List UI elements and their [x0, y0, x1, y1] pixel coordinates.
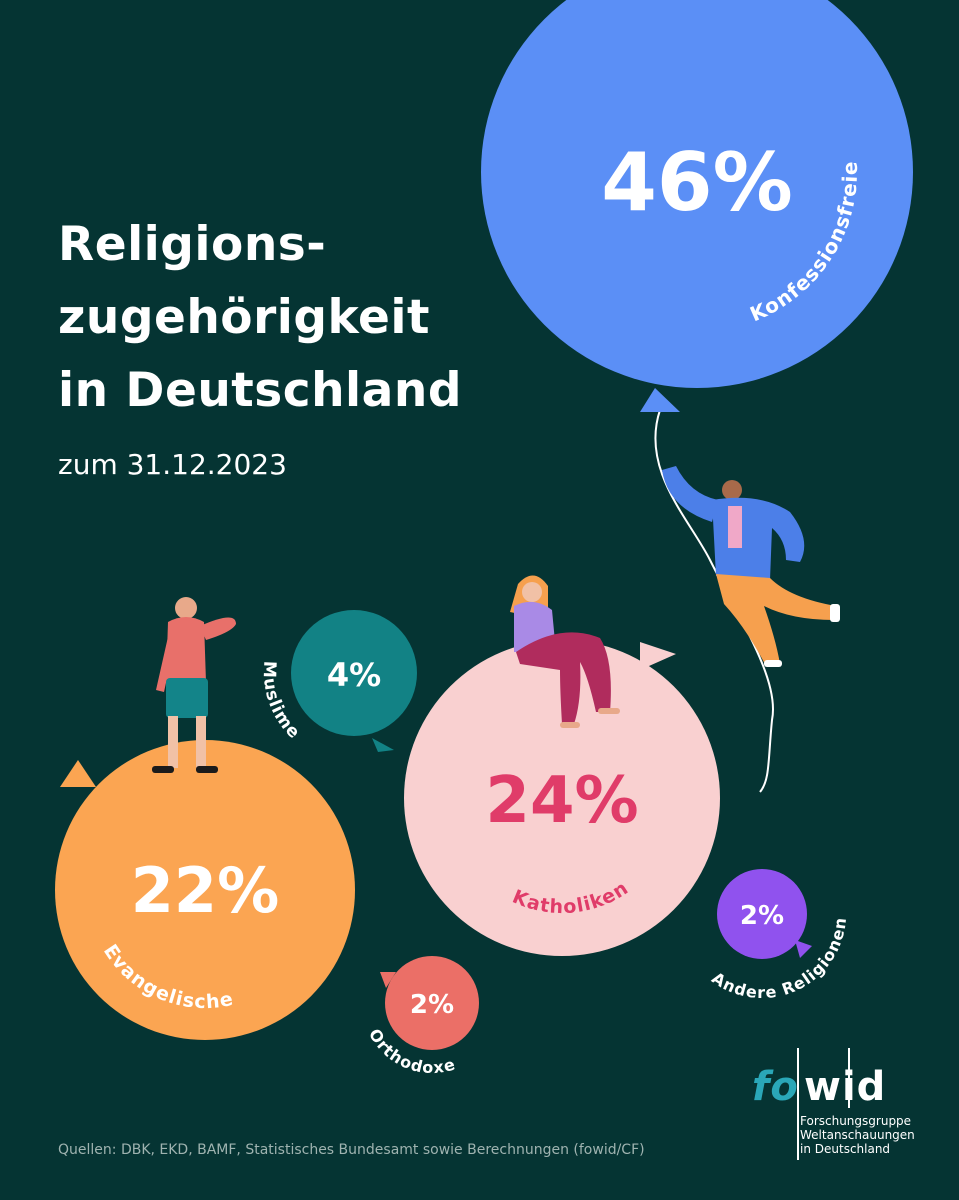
bubble-circle-evangelische [55, 740, 355, 1040]
bubble-circle-konfessionsfreie [481, 0, 913, 388]
bubble-circle-katholiken [404, 640, 720, 956]
logo-divider [848, 1048, 850, 1108]
logo-line-2: Weltanschauungen [800, 1128, 915, 1142]
bubble-orthodoxe: 2%Orthodoxe [365, 956, 479, 1077]
person-standing-icon [152, 597, 236, 773]
bubble-circle-orthodoxe [385, 956, 479, 1050]
page-title: Religions- zugehörigkeit in Deutschland [58, 208, 462, 427]
value-label-andere-religionen: 2% [740, 901, 784, 931]
bubble-tail-muslime [372, 738, 394, 752]
bubble-katholiken: 24%Katholiken [404, 640, 720, 956]
bubble-konfessionsfreie: 46%Konfessionsfreie [481, 0, 913, 412]
title-line-1: Religions- [58, 217, 327, 272]
logo-wid: wid [804, 1064, 887, 1110]
value-label-konfessionsfreie: 46% [601, 136, 792, 229]
bubble-evangelische: 22%Evangelische [55, 740, 355, 1040]
bubble-circle-muslime [291, 610, 417, 736]
bubble-circle-andere-religionen [717, 869, 807, 959]
logo-divider [797, 1048, 799, 1160]
bubble-muslime: 4%Muslime [259, 610, 417, 752]
person-sitting-icon [510, 575, 620, 728]
subtitle-date: zum 31.12.2023 [58, 448, 287, 481]
bubble-tail-katholiken [640, 642, 676, 670]
logo-fo: fo [752, 1064, 799, 1110]
value-label-katholiken: 24% [485, 764, 638, 838]
value-label-evangelische: 22% [131, 854, 279, 927]
logo-line-3: in Deutschland [800, 1142, 891, 1156]
logo-line-1: Forschungsgruppe [800, 1114, 912, 1128]
bubble-tail-konfessionsfreie [640, 388, 680, 412]
logo-subtitle: Forschungsgruppe Weltanschauungen in Deu… [800, 1114, 915, 1156]
value-label-orthodoxe: 2% [410, 990, 454, 1020]
value-label-muslime: 4% [327, 656, 381, 694]
bubble-tail-andere-religionen [795, 940, 812, 958]
fowid-logo: fo wid Forschungsgruppe Weltanschauungen… [752, 1046, 932, 1166]
person-flying-icon [662, 466, 840, 667]
bubble-tail-evangelische [60, 760, 96, 787]
bubble-tail-orthodoxe [380, 972, 396, 988]
title-line-2: zugehörigkeit [58, 290, 430, 345]
bubble-andere-religionen: 2%Andere Religionen [708, 869, 849, 1002]
title-line-3: in Deutschland [58, 363, 462, 418]
sources-note: Quellen: DBK, EKD, BAMF, Statistisches B… [58, 1142, 645, 1158]
